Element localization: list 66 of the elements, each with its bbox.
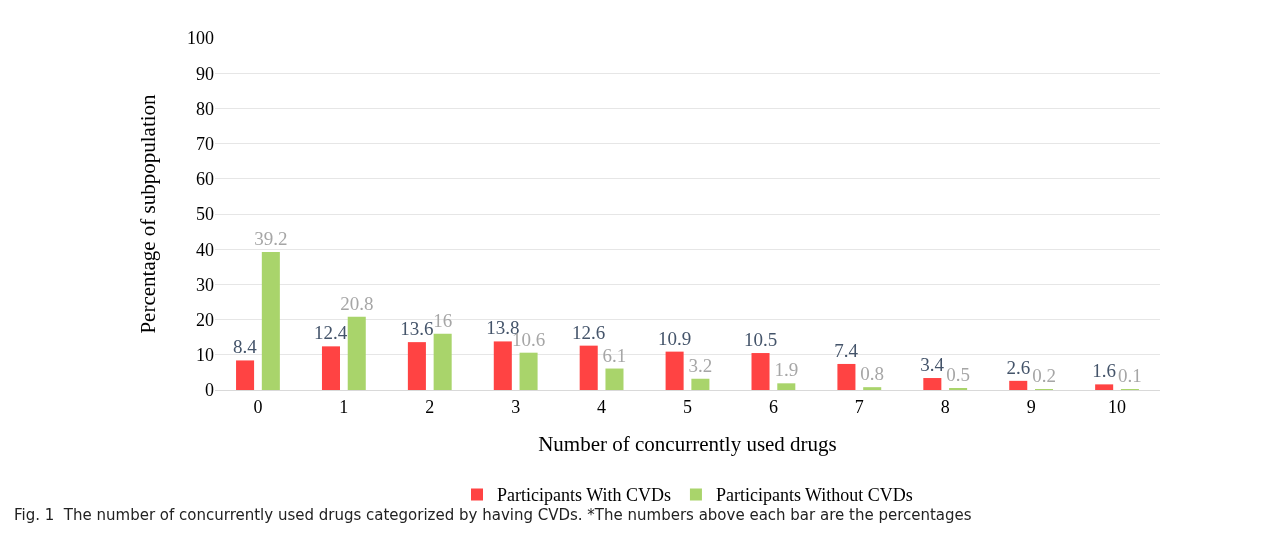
legend-label: Participants Without CVDs bbox=[715, 485, 913, 506]
data-label: 10.9 bbox=[657, 327, 692, 349]
y-axis-title: Percentage of subpopulation bbox=[136, 93, 161, 334]
bar bbox=[777, 383, 796, 390]
bar bbox=[691, 378, 710, 390]
y-tick-label: 40 bbox=[196, 239, 214, 260]
bar bbox=[493, 341, 512, 390]
y-tick-label: 30 bbox=[196, 274, 214, 295]
data-label: 0.1 bbox=[1118, 365, 1142, 386]
y-tick-label: 60 bbox=[196, 169, 214, 190]
x-tick-label: 9 bbox=[1026, 396, 1036, 417]
legend-label: Participants With CVDs bbox=[497, 485, 671, 506]
x-tick-label: 2 bbox=[425, 396, 435, 417]
data-label: 7.4 bbox=[834, 339, 859, 361]
y-tick-label: 90 bbox=[196, 63, 214, 84]
data-label: 0.5 bbox=[946, 364, 970, 385]
bar bbox=[347, 316, 366, 390]
caption: Fig. 1 The number of concurrently used drugs categorized by having CVDs. *The numbers above each bar are the percentages bbox=[14, 506, 972, 524]
y-tick-label: 20 bbox=[196, 309, 214, 330]
bar bbox=[751, 353, 770, 390]
data-label: 13.6 bbox=[400, 318, 434, 340]
bar bbox=[579, 345, 598, 390]
data-label: 8.4 bbox=[232, 336, 258, 358]
data-label: 1.6 bbox=[1092, 360, 1117, 382]
bar bbox=[1095, 384, 1114, 390]
bar bbox=[837, 363, 856, 390]
x-tick-label: 4 bbox=[597, 396, 607, 417]
y-tick-label: 100 bbox=[187, 28, 214, 49]
x-tick-label: 5 bbox=[683, 396, 692, 417]
data-label: 0.8 bbox=[860, 363, 885, 385]
data-label: 3.4 bbox=[920, 354, 945, 376]
data-label: 20.8 bbox=[340, 292, 374, 314]
y-tick-label: 50 bbox=[196, 204, 214, 225]
data-label: 6.1 bbox=[602, 344, 627, 366]
x-tick-label: 0 bbox=[253, 396, 263, 417]
y-tick-label: 70 bbox=[196, 133, 214, 154]
x-axis-title: Number of concurrently used drugs bbox=[538, 431, 837, 456]
data-label: 12.6 bbox=[572, 321, 606, 343]
bar bbox=[321, 346, 340, 390]
data-label: 1.9 bbox=[774, 359, 799, 381]
data-label: 12.4 bbox=[314, 322, 348, 344]
bar bbox=[863, 387, 882, 390]
bar bbox=[1009, 380, 1028, 390]
bar bbox=[605, 368, 624, 390]
x-tick-label: 10 bbox=[1108, 396, 1127, 417]
data-label: 16 bbox=[433, 309, 453, 331]
bar bbox=[519, 352, 538, 390]
x-tick-label: 3 bbox=[511, 396, 521, 417]
data-label: 10.5 bbox=[743, 329, 778, 351]
y-tick-label: 10 bbox=[196, 345, 214, 366]
x-tick-label: 8 bbox=[940, 396, 950, 417]
x-tick-label: 6 bbox=[768, 396, 778, 417]
x-tick-label: 1 bbox=[339, 396, 349, 417]
bar bbox=[407, 342, 426, 390]
data-label: 0.2 bbox=[1032, 365, 1056, 386]
data-label: 3.2 bbox=[688, 354, 713, 376]
bar bbox=[261, 252, 280, 390]
bar bbox=[665, 351, 684, 390]
bar bbox=[236, 360, 255, 390]
y-tick-label: 80 bbox=[196, 98, 214, 119]
bar bbox=[923, 378, 942, 390]
data-label: 39.2 bbox=[254, 228, 288, 250]
y-tick-label: 0 bbox=[205, 380, 214, 401]
x-tick-label: 7 bbox=[854, 396, 864, 417]
bar bbox=[433, 333, 452, 390]
data-label: 2.6 bbox=[1006, 356, 1031, 378]
